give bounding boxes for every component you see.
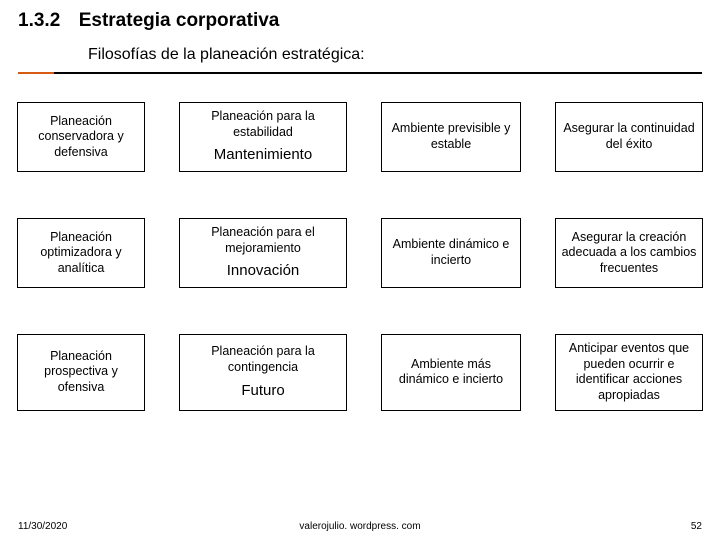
cell-text: Asegurar la continuidad del éxito	[560, 121, 698, 152]
cell-text: Ambiente dinámico e incierto	[386, 237, 516, 268]
cell-text: Ambiente previsible y estable	[386, 121, 516, 152]
row3-approach: Planeación para la contingencia Futuro	[179, 334, 347, 411]
approach-top: Planeación para la contingencia	[184, 344, 342, 375]
cell-text: Planeación prospectiva y ofensiva	[22, 349, 140, 396]
row3-goal: Anticipar eventos que pueden ocurrir e i…	[555, 334, 703, 411]
row2-goal: Asegurar la creación adecuada a los camb…	[555, 218, 703, 288]
cell-text: Asegurar la creación adecuada a los camb…	[560, 230, 698, 277]
row2-name: Planeación optimizadora y analítica	[17, 218, 145, 288]
row2-environment: Ambiente dinámico e incierto	[381, 218, 521, 288]
row1-approach: Planeación para la estabilidad Mantenimi…	[179, 102, 347, 172]
slide-page: 1.3.2 Estrategia corporativa Filosofías …	[0, 0, 720, 540]
cell-text: Planeación conservadora y defensiva	[22, 114, 140, 161]
row2-approach: Planeación para el mejoramiento Innovaci…	[179, 218, 347, 288]
approach-top: Planeación para la estabilidad	[184, 109, 342, 140]
row1-environment: Ambiente previsible y estable	[381, 102, 521, 172]
cell-text: Ambiente más dinámico e incierto	[386, 357, 516, 388]
row3-name: Planeación prospectiva y ofensiva	[17, 334, 145, 411]
footer-source: valerojulio. wordpress. com	[18, 521, 702, 532]
row1-name: Planeación conservadora y defensiva	[17, 102, 145, 172]
header-line: 1.3.2 Estrategia corporativa	[18, 10, 702, 32]
footer-page-number: 52	[691, 521, 702, 532]
footer: 11/30/2020 valerojulio. wordpress. com 5…	[18, 521, 702, 532]
row3-environment: Ambiente más dinámico e incierto	[381, 334, 521, 411]
section-title: Estrategia corporativa	[79, 10, 280, 31]
approach-top: Planeación para el mejoramiento	[184, 225, 342, 256]
cell-text: Anticipar eventos que pueden ocurrir e i…	[560, 341, 698, 404]
row1-goal: Asegurar la continuidad del éxito	[555, 102, 703, 172]
divider-accent	[18, 72, 54, 74]
divider-line	[18, 72, 702, 74]
approach-bottom: Futuro	[241, 382, 284, 401]
cell-text: Planeación optimizadora y analítica	[22, 230, 140, 277]
approach-bottom: Innovación	[227, 262, 300, 281]
section-number: 1.3.2	[18, 10, 60, 31]
subtitle: Filosofías de la planeación estratégica:	[88, 46, 702, 64]
divider	[18, 72, 702, 74]
approach-bottom: Mantenimiento	[214, 146, 312, 165]
philosophy-grid: Planeación conservadora y defensiva Plan…	[18, 102, 702, 411]
